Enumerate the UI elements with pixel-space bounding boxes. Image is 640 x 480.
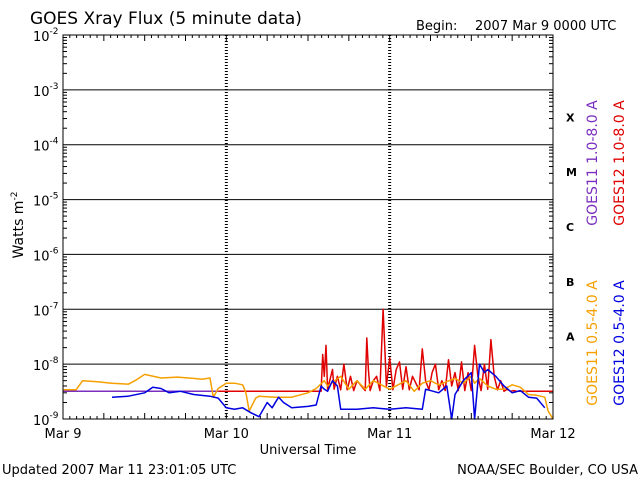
y-tick-label: 10-9 xyxy=(33,411,59,429)
plot-frame xyxy=(62,34,554,420)
y-tick-label: 10-7 xyxy=(33,301,59,319)
y-tick-exponent: -2 xyxy=(50,27,59,37)
begin-label: Begin: xyxy=(416,19,457,34)
y-axis-title-sup: -2 xyxy=(10,192,20,201)
series-line xyxy=(111,363,546,420)
y-tick-label: 10-8 xyxy=(33,356,59,374)
x-tick-label: Mar 12 xyxy=(530,427,575,442)
series-group xyxy=(63,308,554,420)
y-tick-base: 10 xyxy=(33,304,50,319)
grid xyxy=(63,34,553,420)
y-tick-label: 10-2 xyxy=(33,27,59,45)
x-tick-label: Mar 11 xyxy=(367,427,412,442)
y-tick-exponent: -9 xyxy=(50,411,59,421)
chart-title: GOES Xray Flux (5 minute data) xyxy=(30,9,302,29)
legend-top: GOES11 1.0-8.0 A GOES12 1.0-8.0 A xyxy=(585,100,628,226)
y-tick-exponent: -8 xyxy=(50,356,59,366)
footer-credit: NOAA/SEC Boulder, CO USA xyxy=(457,463,638,478)
y-axis-title: Watts m-2 xyxy=(10,192,27,259)
legend-entry: GOES11 0.5-4.0 A xyxy=(585,280,601,406)
y-axis-title-main: Watts m xyxy=(11,201,27,259)
y-tick-base: 10 xyxy=(33,359,50,374)
series-line xyxy=(218,308,553,393)
legend-bottom: GOES11 0.5-4.0 A GOES12 0.5-4.0 A xyxy=(585,280,628,406)
y-tick-label: 10-6 xyxy=(33,246,59,264)
footer-updated: Updated 2007 Mar 11 23:01:05 UTC xyxy=(2,463,236,478)
x-tick-labels: Mar 9 Mar 10 Mar 11 Mar 12 xyxy=(45,427,576,442)
flare-class-label: A xyxy=(566,331,575,344)
legend-entry: GOES12 1.0-8.0 A xyxy=(612,100,628,226)
y-tick-base: 10 xyxy=(33,414,50,429)
y-tick-base: 10 xyxy=(33,30,50,45)
y-tick-base: 10 xyxy=(33,85,50,100)
x-tick-label: Mar 10 xyxy=(204,427,249,442)
y-tick-exponent: -4 xyxy=(50,137,59,147)
flare-class-label: M xyxy=(566,166,577,179)
y-tick-exponent: -6 xyxy=(50,246,59,256)
legend-entry: GOES11 1.0-8.0 A xyxy=(585,100,601,226)
y-tick-exponent: -3 xyxy=(50,82,59,92)
y-tick-label: 10-3 xyxy=(33,82,59,100)
flare-class-label: X xyxy=(566,111,575,124)
begin-value: 2007 Mar 9 0000 UTC xyxy=(475,19,616,34)
y-tick-exponent: -5 xyxy=(50,192,59,202)
y-tick-label: 10-5 xyxy=(33,192,59,210)
series-line xyxy=(63,373,554,420)
x-tick-label: Mar 9 xyxy=(45,427,82,442)
flare-class-labels: X M C B A xyxy=(566,111,577,343)
y-tick-labels: 10-210-310-410-510-610-710-810-9 xyxy=(33,27,59,429)
legend-entry: GOES12 0.5-4.0 A xyxy=(612,280,628,406)
flare-class-label: B xyxy=(566,276,574,289)
y-tick-exponent: -7 xyxy=(50,301,59,311)
y-tick-base: 10 xyxy=(33,140,50,155)
y-tick-label: 10-4 xyxy=(33,137,59,155)
x-axis-title: Universal Time xyxy=(260,443,357,458)
flare-class-label: C xyxy=(566,221,574,234)
y-tick-base: 10 xyxy=(33,249,50,264)
y-tick-base: 10 xyxy=(33,195,50,210)
